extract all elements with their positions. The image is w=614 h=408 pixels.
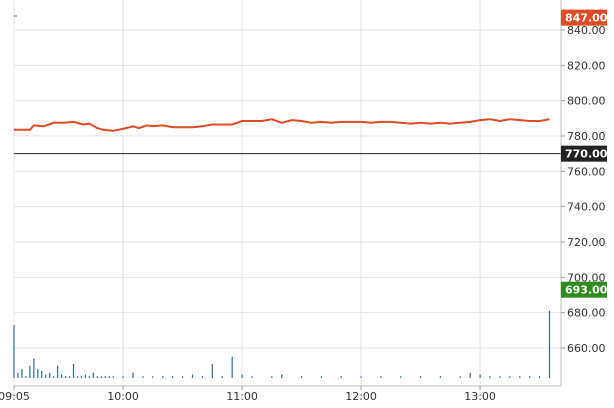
y-tick-label: 680.00 <box>567 307 606 320</box>
price-series <box>14 118 550 132</box>
grid <box>13 0 561 386</box>
x-tick-label: 13:00 <box>464 390 496 403</box>
y-tick-label: 820.00 <box>567 59 606 72</box>
price-badges: 847.00 770.00 693.00 <box>561 9 608 298</box>
volume-bars <box>13 310 551 379</box>
price-badge-box <box>561 9 607 26</box>
x-axis: 09:05 10:00 11:00 12:00 13:00 <box>0 386 496 403</box>
price-line <box>14 118 550 132</box>
price-badge-label: 770.00 <box>565 148 608 161</box>
price-badge-box <box>561 281 607 298</box>
y-tick-label: 780.00 <box>567 130 606 143</box>
price-badge-label: 693.00 <box>565 284 608 297</box>
y-tick-label: 840.00 <box>567 24 606 37</box>
y-tick-label: 740.00 <box>567 201 606 214</box>
x-tick-label: 10:00 <box>107 390 139 403</box>
x-tick-label: 11:00 <box>226 390 258 403</box>
y-tick-label: 720.00 <box>567 236 606 249</box>
y-tick-label: 700.00 <box>567 271 606 284</box>
x-tick-label: 09:05 <box>0 390 30 403</box>
price-badge-label: 847.00 <box>565 12 608 25</box>
price-badge: 847.00 <box>561 9 608 26</box>
y-axis: 660.00 680.00 700.00 720.00 740.00 760.00 780.… <box>561 24 606 355</box>
price-badge: 693.00 <box>561 281 608 298</box>
y-tick-label: 800.00 <box>567 95 606 108</box>
x-tick-label: 12:00 <box>345 390 377 403</box>
y-tick-label: 660.00 <box>567 342 606 355</box>
price-badge: 770.00 <box>561 145 608 162</box>
y-tick-label: 760.00 <box>567 165 606 178</box>
price-badge-box <box>561 145 607 162</box>
